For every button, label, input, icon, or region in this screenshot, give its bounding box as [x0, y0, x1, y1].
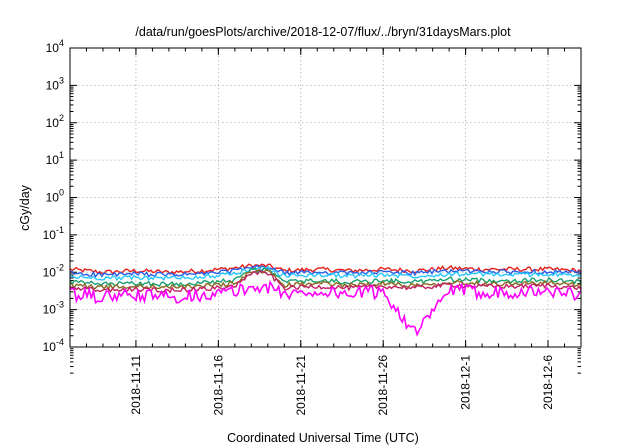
x-tick-label: 2018-12-1	[459, 355, 473, 410]
series-line	[69, 265, 582, 282]
series-line	[69, 279, 582, 337]
y-tick-label: 10-3	[43, 300, 64, 317]
grid	[70, 48, 581, 347]
x-tick-label: 2018-11-26	[376, 355, 390, 416]
y-tick-label: 100	[46, 188, 64, 205]
chart-title: /data/run/goesPlots/archive/2018-12-07/f…	[135, 25, 511, 39]
y-tick-label: 10-2	[43, 262, 64, 279]
y-tick-label: 10-4	[43, 337, 64, 354]
y-tick-label: 102	[46, 113, 64, 130]
y-tick-label: 104	[46, 38, 64, 55]
x-axis: 2018-11-11 2018-11-16 2018-11-21 2018-11-26…	[69, 48, 582, 416]
x-tick-label: 2018-11-16	[211, 355, 225, 416]
y-tick-label: 101	[46, 150, 64, 167]
series-group	[69, 263, 582, 337]
x-axis-label: Coordinated Universal Time (UTC)	[227, 431, 419, 445]
y-tick-label: 103	[46, 75, 64, 92]
x-tick-label: 2018-11-11	[129, 355, 143, 415]
series-line	[69, 263, 582, 275]
y-axis: 104 103 102 101 100 10-1 10-2 10-3 10-4	[43, 38, 581, 374]
y-axis-label: cGy/day	[18, 184, 32, 231]
x-tick-label: 2018-12-6	[541, 355, 555, 410]
series-line	[69, 270, 582, 294]
plot-frame	[69, 47, 582, 348]
y-tick-label: 10-1	[43, 225, 64, 242]
x-tick-label: 2018-11-21	[294, 355, 308, 416]
